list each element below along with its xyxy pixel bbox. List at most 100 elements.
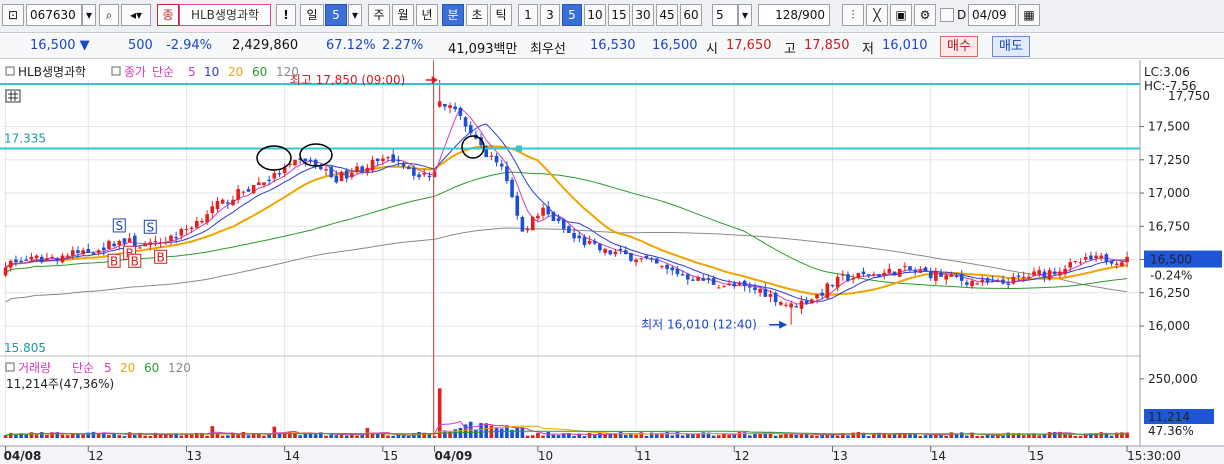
volume-bar (716, 435, 721, 438)
volume-bar (856, 432, 861, 438)
sell-button[interactable]: 매도 (992, 36, 1030, 57)
volume-bar (747, 435, 752, 438)
candle-body (551, 211, 556, 221)
date-label: D (957, 8, 967, 22)
count-dropdown-icon[interactable]: ▾ (738, 4, 752, 26)
date-input[interactable]: 04/09 (968, 4, 1016, 26)
candle-body (649, 258, 654, 260)
candle-body (970, 280, 974, 287)
volume-bar (810, 435, 814, 438)
count-input[interactable]: 5 (712, 4, 738, 26)
time-axis-background (0, 446, 1224, 464)
candle-body (65, 255, 70, 257)
period-day[interactable]: 일 (300, 4, 324, 26)
period-day-num[interactable]: 5 (325, 4, 347, 26)
candle-body (1089, 255, 1093, 260)
code-dropdown-icon[interactable]: ▾ (82, 4, 96, 26)
candle-body (138, 247, 142, 249)
candle-body (194, 220, 199, 228)
interval-3[interactable]: 3 (540, 4, 560, 26)
chart-type-icon[interactable]: ⫶ (842, 4, 864, 26)
period-min[interactable]: 분 (442, 4, 464, 26)
volume-bar (587, 432, 592, 438)
draw-tool-icon[interactable]: ╳ (866, 4, 888, 26)
candle-body (468, 125, 473, 134)
volume-bar (484, 423, 489, 438)
calendar-icon[interactable]: ▦ (1018, 4, 1040, 26)
candle-body (913, 270, 917, 272)
volume-bar (649, 432, 654, 438)
candle-body (608, 250, 613, 255)
search-icon[interactable]: ⌕ (99, 4, 119, 26)
volume-bar (200, 433, 204, 438)
buy-button[interactable]: 매수 (940, 36, 978, 57)
candle-body (313, 159, 318, 166)
time-tick-label: 14 (931, 449, 946, 463)
save-icon[interactable]: ▣ (890, 4, 912, 26)
volume-bar (360, 435, 364, 438)
bars-input[interactable]: 128/900 (758, 4, 830, 26)
ma60-line (5, 171, 1128, 290)
volume-bar (1058, 431, 1062, 438)
interval-30[interactable]: 30 (632, 4, 654, 26)
candle-body (1125, 256, 1129, 263)
window-icon[interactable]: ⊡ (2, 4, 24, 26)
stock-code-input[interactable]: 067630 (26, 4, 82, 26)
interval-45[interactable]: 45 (656, 4, 678, 26)
candle-body (205, 214, 209, 223)
candle-body (592, 240, 597, 244)
period-week[interactable]: 주 (368, 4, 390, 26)
interval-1[interactable]: 1 (518, 4, 538, 26)
date-checkbox[interactable] (940, 8, 954, 22)
volume-bar (959, 432, 964, 438)
volume-bar (251, 433, 256, 438)
volume-bar (872, 433, 876, 438)
candle-body (1104, 254, 1109, 263)
candle-body (629, 252, 633, 261)
candle-body (236, 189, 240, 200)
candle-body (680, 274, 685, 276)
candle-body (530, 216, 535, 231)
sound-icon[interactable]: ◂▾ (121, 4, 151, 26)
legend-box-icon (5, 66, 15, 76)
period-tick[interactable]: 틱 (490, 4, 512, 26)
period-year[interactable]: 년 (416, 4, 438, 26)
chart-grid (0, 80, 1140, 438)
candle-body (365, 167, 370, 172)
volume-bar (422, 432, 427, 438)
volume-bar (1114, 432, 1119, 438)
period-sec[interactable]: 초 (466, 4, 488, 26)
gear-icon[interactable]: ⚙ (914, 4, 936, 26)
volume-bar (990, 435, 995, 438)
candle-body (34, 255, 39, 259)
volume-bar (391, 435, 396, 438)
candle-body (241, 191, 246, 193)
candle-body (799, 300, 804, 309)
volume-bar (3, 435, 8, 438)
candle-body (1063, 268, 1067, 275)
interval-15[interactable]: 15 (608, 4, 630, 26)
volume-bar (308, 432, 313, 438)
volume-bar (996, 433, 1000, 438)
volume-bar (1104, 434, 1109, 438)
interval-5[interactable]: 5 (562, 4, 582, 26)
candle-body (887, 268, 892, 273)
candle-body (520, 216, 525, 232)
candle-body (685, 274, 690, 280)
interval-10[interactable]: 10 (584, 4, 606, 26)
candle-body (50, 256, 54, 259)
candle-body (779, 302, 783, 305)
volume-bar (515, 427, 520, 438)
price-tick-label: 16,000 (1148, 319, 1190, 333)
volume-bar (629, 433, 633, 438)
alert-button[interactable]: ! (276, 4, 296, 26)
volume-legend-current: 11,214주(47,36%) (6, 377, 114, 391)
volume-bar (262, 435, 266, 438)
period-month[interactable]: 월 (392, 4, 414, 26)
volume-bar (954, 433, 959, 438)
interval-60[interactable]: 60 (680, 4, 702, 26)
period-dropdown-icon[interactable]: ▾ (348, 4, 362, 26)
volume-bar (474, 429, 478, 438)
stock-name[interactable]: HLB생명과학 (179, 4, 271, 26)
